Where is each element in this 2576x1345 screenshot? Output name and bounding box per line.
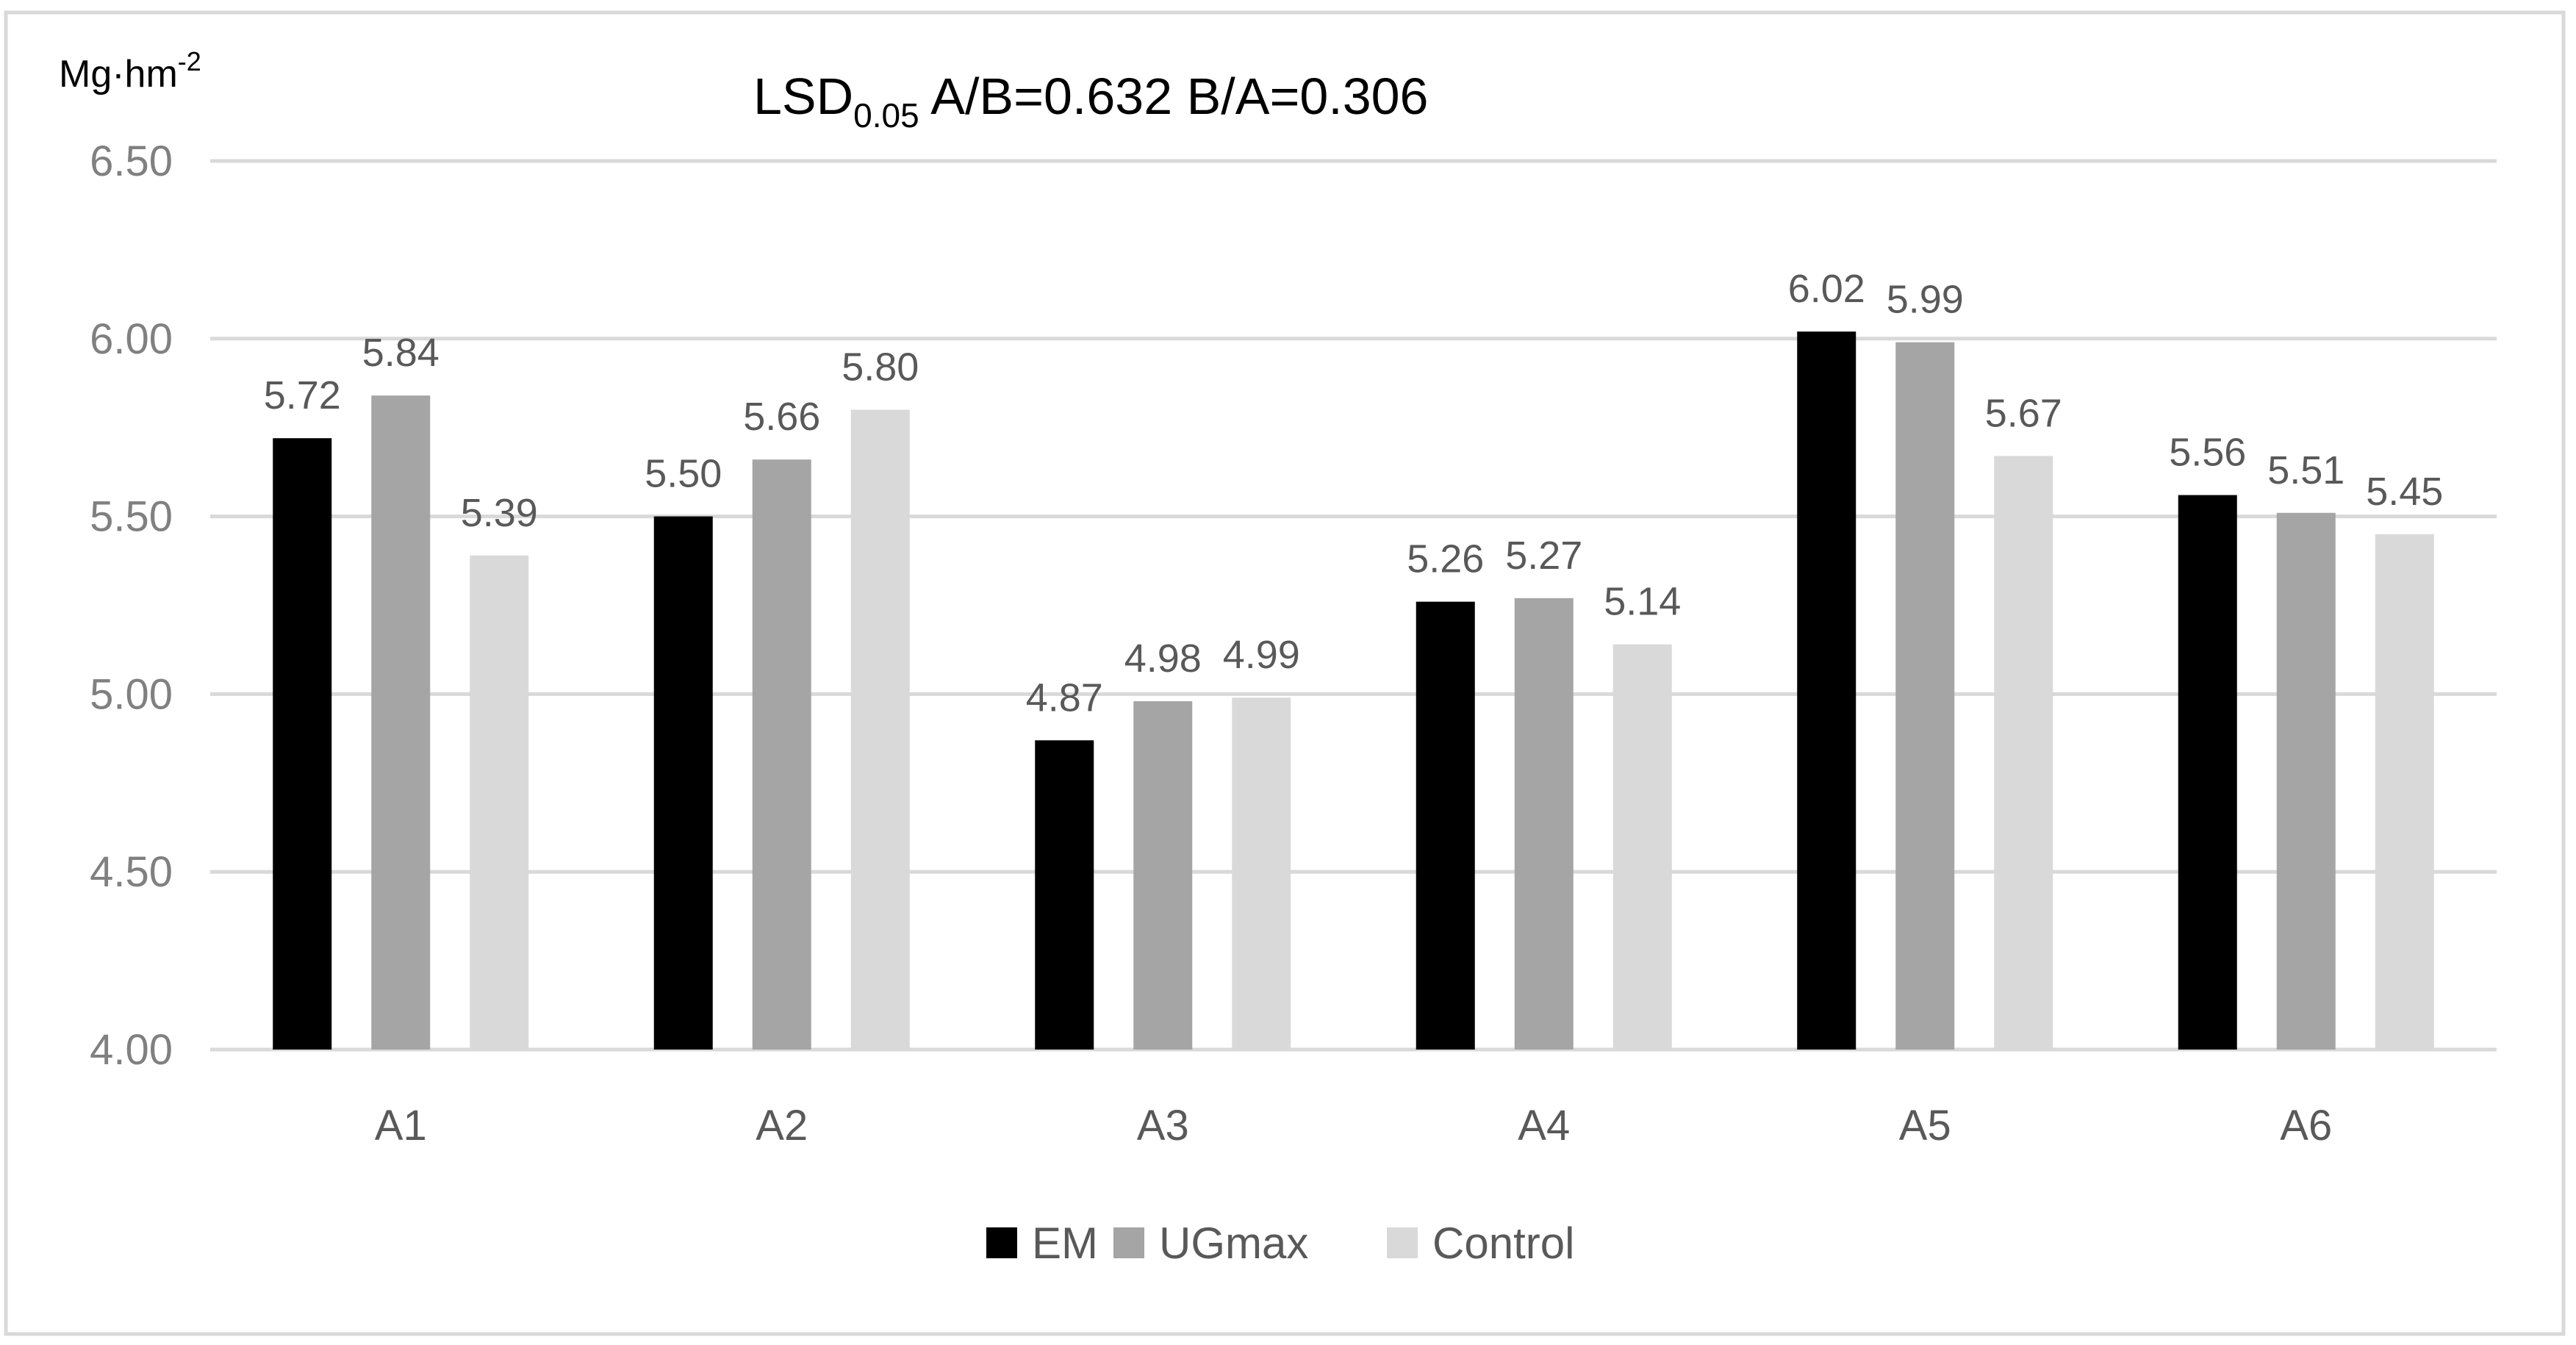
data-label: 5.66 [743,395,820,439]
data-label: 5.99 [1887,278,1964,322]
data-label: 5.51 [2267,448,2344,492]
legend-swatch-control [1387,1227,1418,1258]
x-tick-label: A5 [1899,1102,1951,1149]
x-tick-label: A1 [375,1102,427,1149]
data-label: 5.27 [1505,534,1582,578]
bar-em-a6 [2178,495,2237,1050]
data-label: 6.02 [1788,267,1865,311]
bar-ugmax-a6 [2276,512,2336,1050]
bar-em-a4 [1416,601,1475,1050]
bar-ugmax-a2 [752,459,811,1050]
data-label: 5.72 [264,373,341,417]
y-axis-unit: Mg·hm-2 [59,46,201,96]
data-label: 5.39 [461,491,538,535]
data-label: 5.14 [1604,580,1681,624]
x-tick-label: A3 [1137,1102,1189,1149]
x-tick-label: A4 [1518,1102,1570,1149]
data-label: 5.26 [1407,537,1484,581]
y-tick-label: 6.00 [90,315,173,363]
chart-title: LSD0.05 A/B=0.632 B/A=0.306 [753,68,1429,134]
legend-label: EM [1032,1219,1098,1268]
y-tick-label: 6.50 [90,137,173,185]
bar-control-a5 [1994,456,2053,1050]
bar-control-a6 [2375,534,2434,1050]
legend-label: Control [1432,1219,1574,1268]
x-tick-label: A6 [2280,1102,2332,1149]
bar-ugmax-a5 [1895,342,1955,1050]
data-label: 5.84 [362,331,440,375]
legend-label: UGmax [1159,1219,1308,1268]
data-label: 5.45 [2366,470,2443,514]
legend-swatch-ugmax [1113,1227,1144,1258]
y-tick-label: 5.50 [90,493,173,541]
data-label: 5.80 [842,345,919,390]
bar-ugmax-a3 [1133,701,1193,1050]
bar-ugmax-a4 [1514,598,1574,1050]
legend-swatch-em [986,1227,1017,1258]
bar-em-a1 [273,438,332,1050]
data-label: 4.99 [1223,633,1300,677]
bar-control-a3 [1232,697,1291,1050]
y-tick-label: 5.00 [90,670,173,718]
x-tick-label: A2 [756,1102,808,1149]
y-tick-label: 4.50 [90,848,173,896]
bar-em-a3 [1035,740,1094,1050]
data-label: 5.56 [2169,431,2246,475]
y-tick-label: 4.00 [90,1026,173,1074]
data-label: 4.98 [1124,636,1202,681]
data-label: 5.67 [1985,391,2062,435]
data-label: 4.87 [1026,675,1103,720]
data-label: 5.50 [645,452,722,496]
chart-border [4,10,2566,1336]
bar-control-a4 [1612,644,1672,1050]
bar-control-a2 [850,409,910,1050]
bar-em-a5 [1797,331,1856,1050]
bar-em-a2 [653,516,713,1050]
bar-ugmax-a1 [371,395,431,1050]
bar-control-a1 [470,555,529,1050]
